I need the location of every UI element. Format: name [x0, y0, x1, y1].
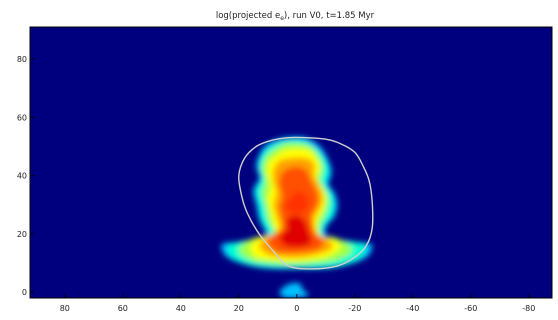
emission-layer-1 — [279, 282, 309, 298]
x-tick-label-6: -40 — [406, 304, 419, 313]
y-tick-label-0: 0 — [22, 288, 27, 297]
x-tick-label-5: -20 — [348, 304, 361, 313]
x-tick-label-2: 40 — [176, 304, 186, 313]
x-tick-label-1: 60 — [118, 304, 128, 313]
chart-title-post: ), run V0, t=1.85 Myr — [284, 11, 375, 21]
chart-title-subscript: e — [280, 15, 284, 22]
emission-layer-7 — [279, 215, 312, 248]
plot-area — [30, 27, 552, 298]
x-tick-label-4: 0 — [294, 304, 299, 313]
outline-contour — [238, 136, 374, 270]
plot-frame — [29, 26, 553, 299]
x-tick-label-7: -60 — [464, 304, 477, 313]
y-axis: 0 20 40 60 80 — [17, 55, 34, 297]
chart-title: log(projected ee), run V0, t=1.85 Myr — [216, 11, 375, 22]
emission-layer-8 — [285, 192, 309, 214]
x-tick-label-0: 80 — [60, 304, 70, 313]
x-axis: 80 60 40 20 0 -20 -40 -60 -80 — [60, 294, 535, 313]
y-tick-label-2: 40 — [17, 172, 27, 181]
x-tick-label-8: -80 — [522, 304, 535, 313]
emission-layers — [221, 136, 373, 298]
y-tick-label-1: 20 — [17, 230, 27, 239]
y-tick-label-4: 80 — [17, 55, 27, 64]
x-tick-label-3: 20 — [234, 304, 244, 313]
chart-title-pre: log(projected e — [216, 11, 280, 21]
y-tick-label-3: 60 — [17, 113, 27, 122]
